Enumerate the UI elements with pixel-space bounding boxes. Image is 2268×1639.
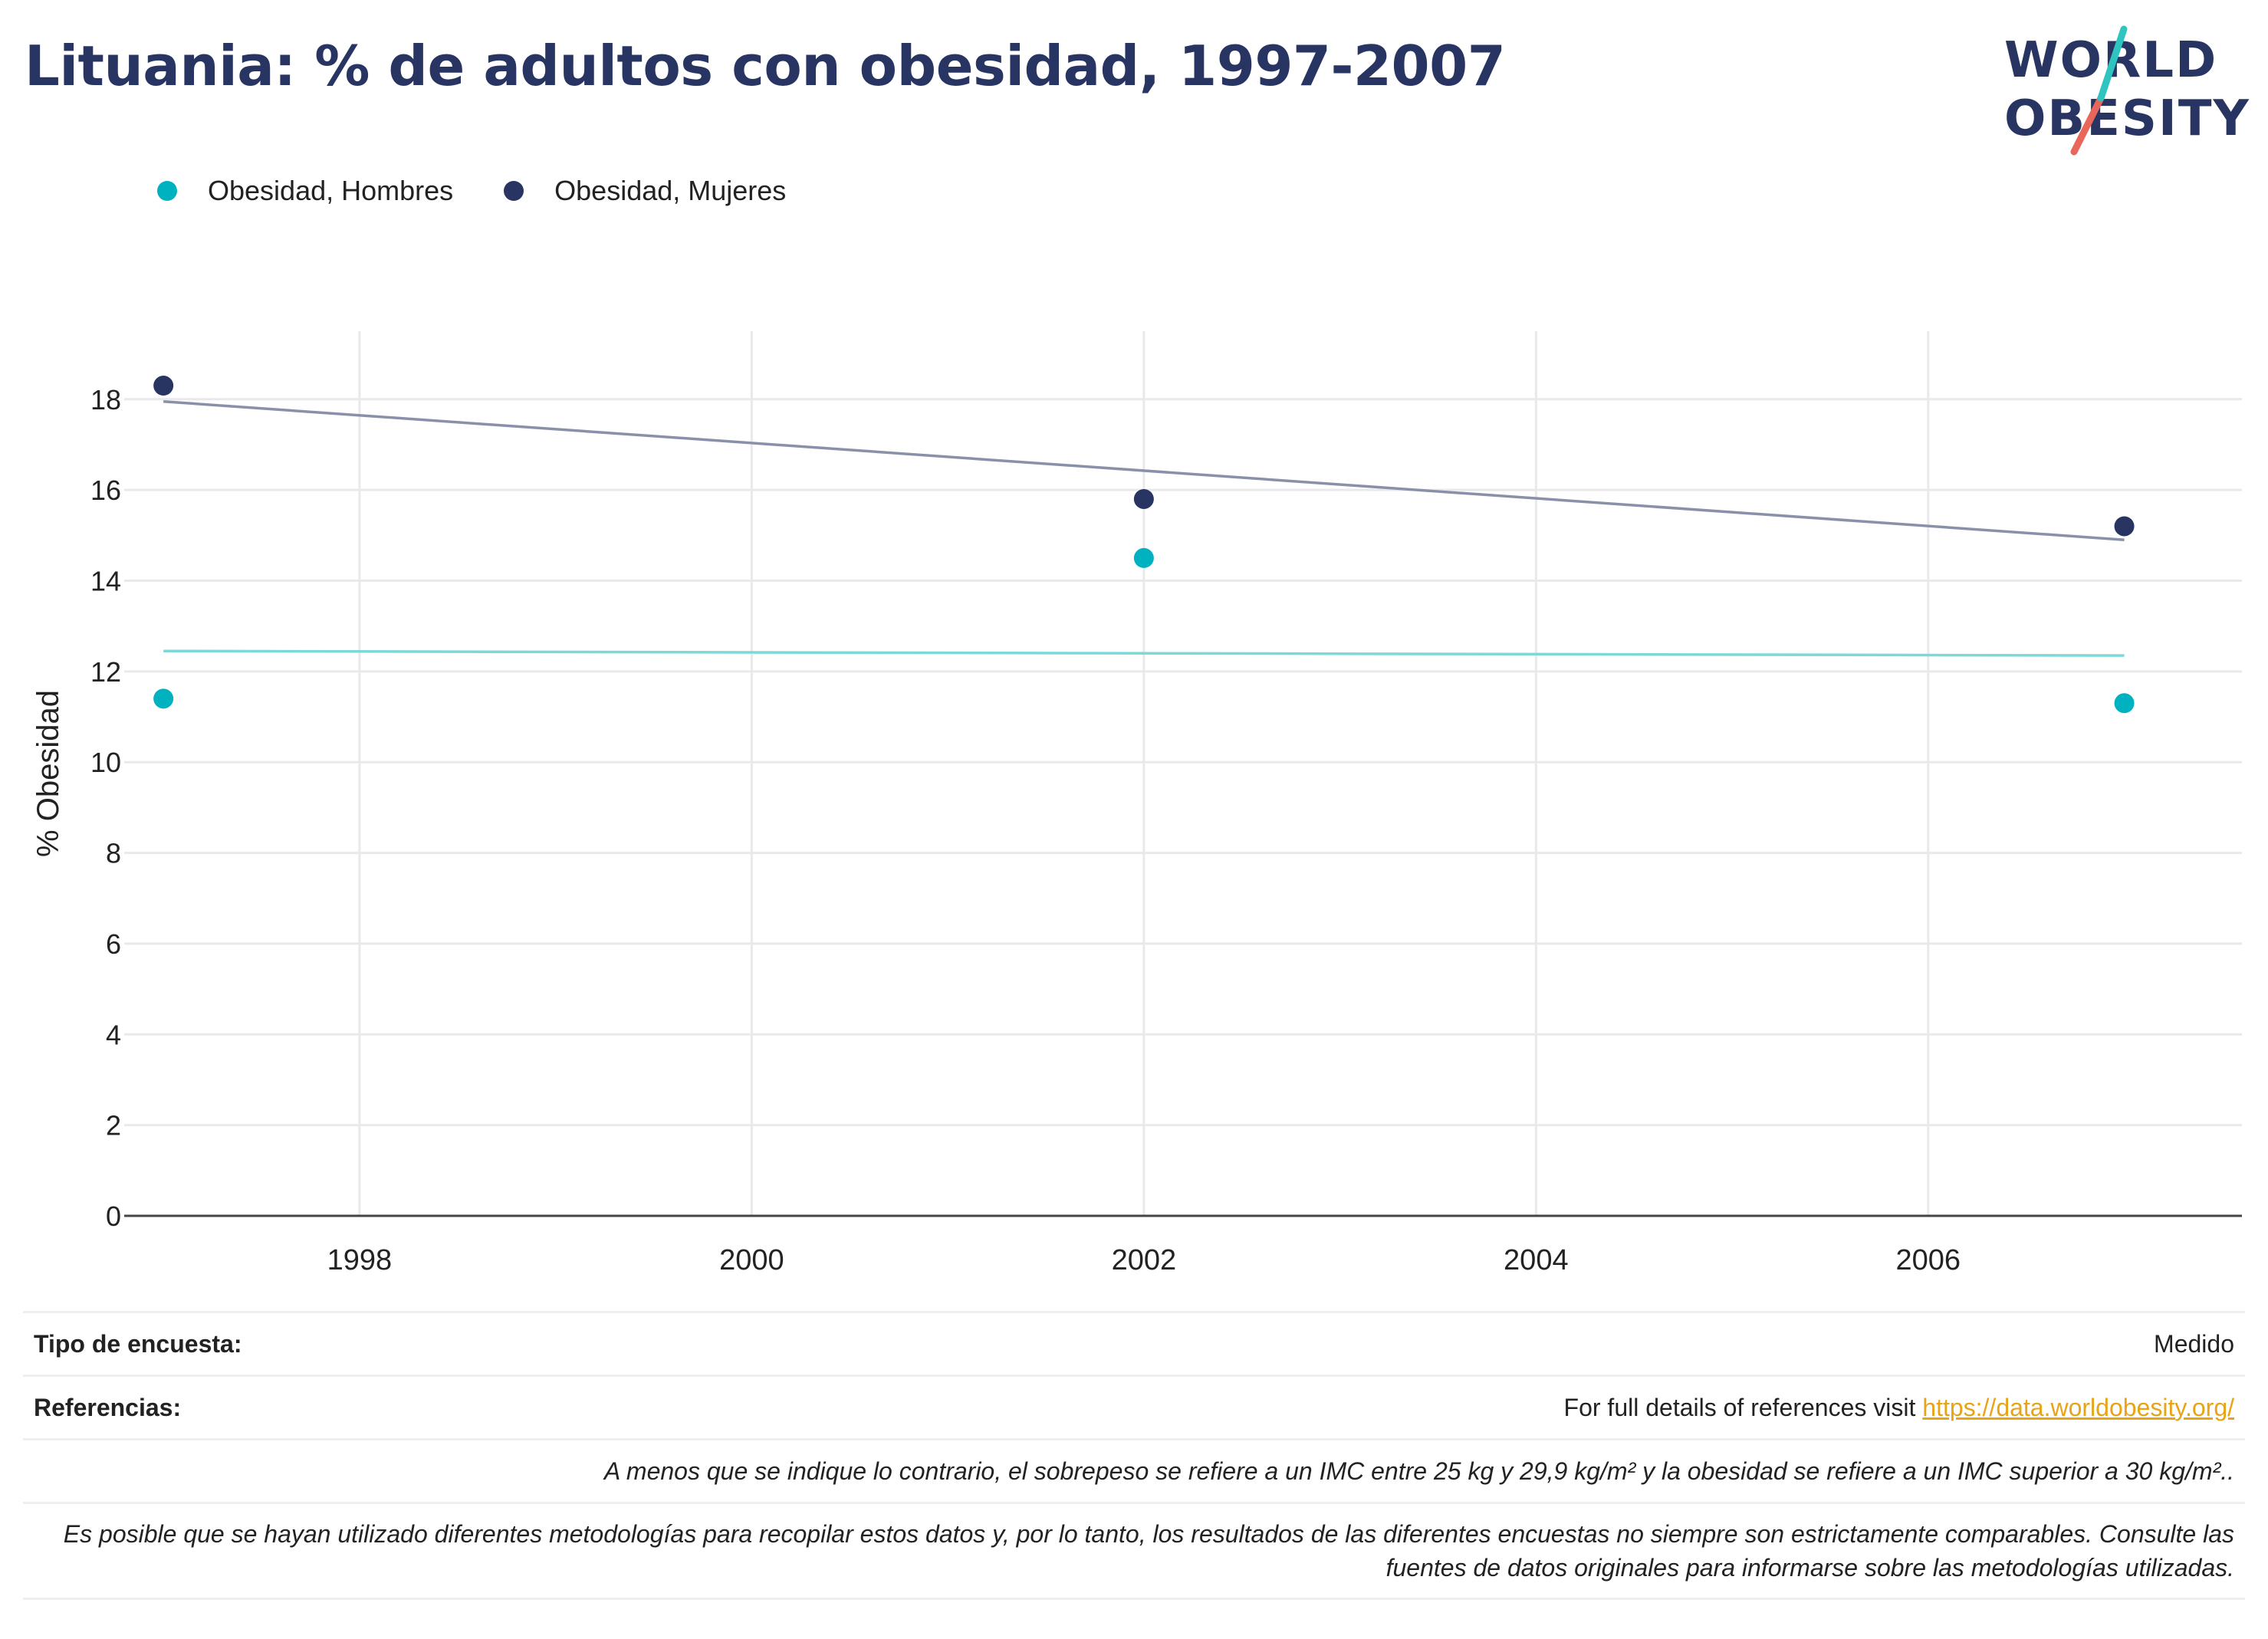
references-text: For full details of references visit [1563, 1393, 1923, 1421]
world-obesity-logo: WORLD OBESITY [2004, 25, 2250, 156]
definition-note: A menos que se indique lo contrario, el … [603, 1457, 2234, 1485]
y-tick-label: 18 [90, 384, 121, 415]
y-tick-label: 2 [106, 1110, 121, 1141]
y-tick-label: 6 [106, 928, 121, 960]
data-point-mujeres [2114, 516, 2135, 537]
methodology-note: Es posible que se hayan utilizado difere… [63, 1520, 2234, 1582]
survey-type-label: Tipo de encuesta: [34, 1329, 242, 1358]
data-point-mujeres [153, 376, 174, 396]
svg-text:OBESITY: OBESITY [2004, 90, 2250, 147]
legend-marker-hombres [157, 181, 177, 201]
footer-row-survey: Tipo de encuesta: Medido [23, 1311, 2245, 1375]
references-link[interactable]: https://data.worldobesity.org/ [1922, 1393, 2234, 1421]
legend-label-hombres: Obesidad, Hombres [208, 175, 454, 206]
references-label: Referencias: [34, 1393, 182, 1421]
legend-label-mujeres: Obesidad, Mujeres [554, 175, 787, 206]
chart-legend: Obesidad, Hombres Obesidad, Mujeres [157, 175, 837, 207]
y-tick-label: 12 [90, 656, 121, 688]
x-tick-label: 2000 [719, 1244, 784, 1276]
legend-marker-mujeres [504, 181, 524, 201]
footer-row-references: Referencias: For full details of referen… [23, 1375, 2245, 1438]
references-value: For full details of references visit htt… [1564, 1394, 2234, 1422]
trend-line-mujeres [163, 399, 2125, 541]
y-tick-label: 0 [106, 1201, 121, 1232]
footer-row-note2: Es posible que se hayan utilizado difere… [23, 1502, 2245, 1600]
x-tick-label: 2002 [1112, 1244, 1177, 1276]
footer-table: Tipo de encuesta: Medido Referencias: Fo… [23, 1311, 2245, 1600]
scatter-chart: 0 2 4 6 8 10 12 14 16 18 1998 2000 2002 2004 2006 % Obe… [31, 331, 2242, 1276]
y-tick-label: 16 [90, 475, 121, 506]
legend-item-mujeres[interactable]: Obesidad, Mujeres [504, 175, 786, 207]
x-tick-label: 2006 [1896, 1244, 1961, 1276]
legend-item-hombres[interactable]: Obesidad, Hombres [157, 175, 453, 207]
y-tick-label: 14 [90, 565, 121, 596]
y-tick-label: 4 [106, 1019, 121, 1050]
data-point-hombres [153, 688, 174, 709]
y-tick-label: 8 [106, 838, 121, 869]
survey-type-value: Medido [2154, 1329, 2234, 1358]
y-axis-label: % Obesidad [31, 690, 65, 857]
data-point-hombres [2114, 693, 2135, 714]
footer-row-note1: A menos que se indique lo contrario, el … [23, 1438, 2245, 1502]
x-tick-label: 1998 [327, 1244, 393, 1276]
y-tick-label: 10 [90, 747, 121, 778]
data-point-mujeres [1133, 488, 1154, 509]
data-point-hombres [1133, 547, 1154, 568]
x-tick-label: 2004 [1504, 1244, 1569, 1276]
chart-title: Lituania: % de adultos con obesidad, 199… [25, 34, 1506, 98]
trend-line-hombres [163, 649, 2125, 657]
